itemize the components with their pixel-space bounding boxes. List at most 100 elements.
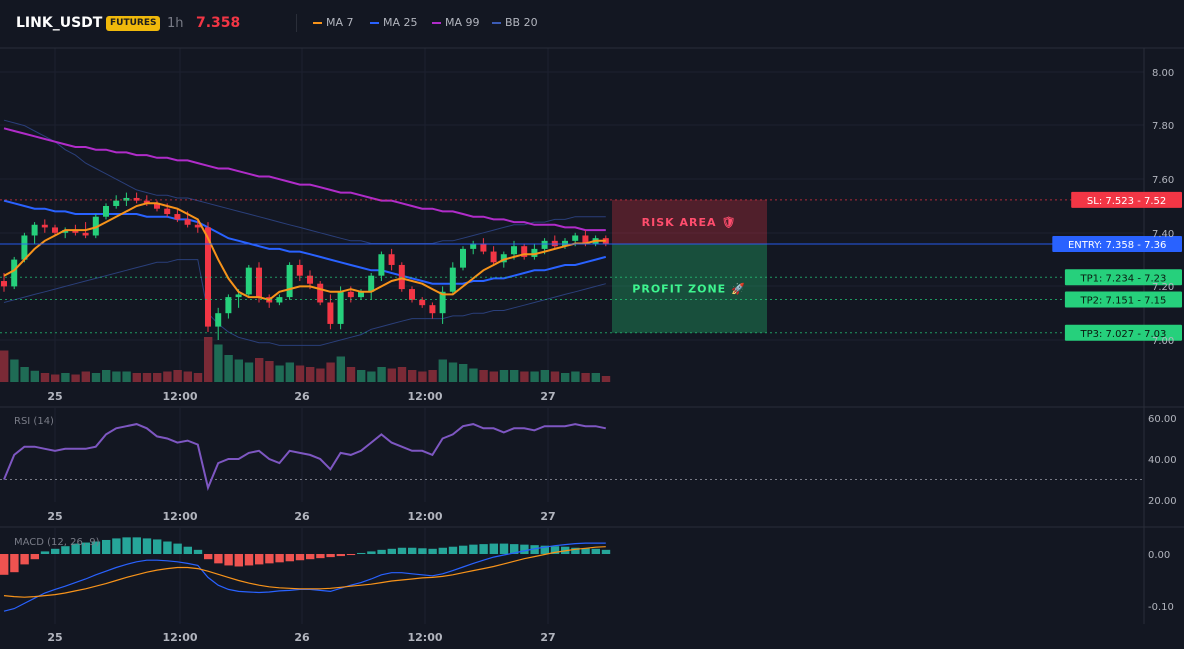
macd-hist-bar [30, 554, 39, 560]
volume-bar [142, 373, 152, 382]
candle-body [276, 297, 283, 303]
time-tick-label: 12:00 [162, 510, 197, 523]
price-tick-label: 7.00 [1152, 336, 1174, 347]
header-divider [296, 14, 297, 32]
legend-ma99[interactable]: MA 99 [432, 16, 480, 29]
volume-bar [112, 371, 121, 382]
volume-bar [428, 370, 437, 382]
volume-bar [51, 374, 60, 382]
volume-bar [601, 376, 611, 382]
macd-hist-bar [265, 554, 274, 564]
candle-body [205, 227, 211, 327]
candle-body [184, 219, 191, 225]
candle-body [317, 283, 324, 303]
candle-body [164, 208, 171, 215]
volume-bar [408, 370, 417, 382]
time-tick-label: 26 [294, 631, 310, 644]
candle-body [347, 291, 354, 298]
candle-body [388, 254, 395, 265]
symbol-name[interactable]: LINK_USDT [16, 15, 103, 31]
volume-bar [204, 337, 213, 382]
volume-bar [173, 370, 182, 382]
time-tick-label: 12:00 [162, 631, 197, 644]
risk-area-label: RISK AREA 🛡 [642, 216, 737, 229]
volume-bar [540, 370, 549, 382]
legend-ma25[interactable]: MA 25 [370, 16, 418, 29]
macd-hist-bar [112, 538, 121, 554]
candle-body [215, 313, 222, 327]
time-tick-label: 12:00 [407, 390, 442, 403]
candle-body [470, 243, 477, 249]
candle-body [307, 275, 313, 284]
volume-bar [30, 370, 39, 382]
candle-body [358, 291, 364, 298]
macd-hist-bar [153, 539, 162, 554]
macd-hist-bar [61, 546, 70, 554]
macd-hist-bar [255, 554, 264, 565]
ma25-line [3, 199, 607, 285]
macd-hist-bar [357, 552, 366, 554]
legend-bb-label: BB 20 [505, 16, 538, 29]
zone-rect [612, 199, 767, 245]
volume-bar [214, 344, 223, 382]
macd-tick-label: -0.10 [1148, 602, 1174, 613]
ma7-line [3, 202, 606, 301]
volume-bar [255, 358, 264, 382]
volume-bar [438, 359, 447, 382]
macd-hist-bar [510, 544, 519, 554]
volume-bar [316, 368, 325, 382]
macd-hist-bar [306, 554, 315, 560]
candle-body [1, 281, 7, 287]
volume-bar [61, 373, 70, 382]
macd-hist-bar [530, 545, 539, 554]
macd-hist-bar [550, 546, 560, 554]
level-tag [1071, 191, 1182, 208]
volume-bar [459, 364, 468, 382]
macd-hist-bar [571, 547, 580, 554]
legend-ma7[interactable]: MA 7 [313, 16, 354, 29]
time-tick-label: 25 [47, 510, 62, 523]
volume-bar [295, 365, 305, 382]
time-tick-label: 26 [294, 510, 310, 523]
candle-body [113, 200, 120, 206]
timeframe-label[interactable]: 1h [167, 16, 184, 31]
candle-body [11, 259, 18, 287]
level-tag-label: TP1: 7.234 - 7.23 [1079, 273, 1166, 284]
volume-bar [71, 374, 80, 382]
macd-hist-bar [132, 537, 141, 554]
candle-body [256, 267, 262, 298]
volume-bar [377, 367, 386, 382]
candle-body [235, 294, 242, 298]
macd-hist-bar [183, 546, 192, 554]
macd-hist-bar [448, 546, 458, 554]
candle-body [582, 235, 589, 244]
time-tick-label: 27 [540, 631, 555, 644]
candle-body [511, 246, 517, 255]
volume-bar [479, 370, 488, 382]
ma25-swatch-icon [370, 21, 379, 24]
volume-bar [469, 368, 478, 382]
candle-body [143, 200, 150, 204]
volume-bar [336, 356, 345, 382]
volume-bar [357, 370, 366, 382]
macd-hist-bar [10, 554, 19, 573]
macd-hist-bar [295, 554, 305, 561]
ma99-swatch-icon [432, 21, 441, 24]
macd-hist-bar [438, 547, 447, 554]
price-tick-label: 7.40 [1152, 229, 1174, 240]
macd-tick-label: 0.00 [1148, 550, 1170, 561]
volume-bars [0, 337, 611, 382]
legend-bb20[interactable]: BB 20 [492, 16, 538, 29]
volume-bar [520, 371, 529, 382]
legend-ma99-label: MA 99 [445, 16, 480, 29]
macd-hist-bar [397, 547, 407, 554]
candle-body [225, 297, 232, 314]
candle-body [327, 302, 334, 324]
macd-hist-bar [499, 543, 509, 554]
macd-hist-bar [346, 554, 356, 556]
macd-hist-bar [102, 539, 111, 554]
chart-header: LINK_USDT FUTURES 1h 7.358 MA 7 MA 25 MA… [0, 0, 1184, 48]
candle-body [541, 240, 548, 249]
macd-hist-bar [285, 554, 294, 562]
